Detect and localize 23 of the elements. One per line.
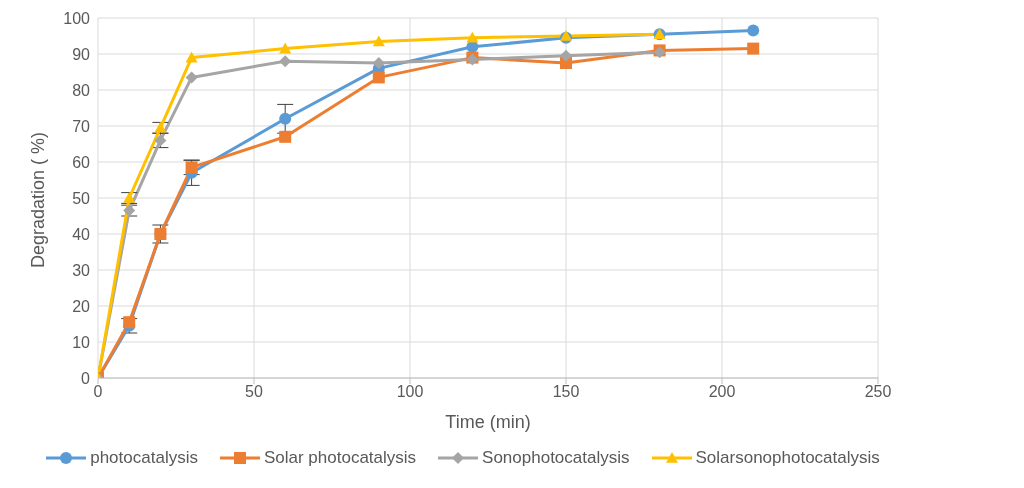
- x-tick-label: 50: [245, 383, 263, 401]
- y-tick-label: 50: [72, 189, 91, 207]
- y-tick-label: 60: [72, 153, 91, 171]
- y-tick-label: 20: [72, 297, 91, 315]
- x-tick-label: 200: [708, 383, 736, 401]
- legend-label: Solar photocatalysis: [263, 448, 417, 468]
- x-axis-title: Time (min): [445, 412, 531, 432]
- legend-label: Sonophotocatalysis: [482, 448, 630, 468]
- y-tick-label: 70: [72, 117, 91, 135]
- y-axis-title: Degradation ( %): [28, 131, 49, 268]
- x-tick-label: 0: [93, 383, 103, 401]
- y-tick-label: 10: [72, 333, 91, 351]
- y-tick-label: 90: [72, 45, 91, 63]
- y-tick-label: 30: [72, 261, 91, 279]
- y-tick-label: 100: [63, 9, 91, 27]
- x-tick-label: 250: [864, 383, 892, 401]
- y-tick-label: 0: [81, 369, 91, 387]
- y-tick-label: 40: [72, 225, 91, 243]
- x-tick-label: 100: [396, 383, 424, 401]
- legend-label: Solarsonophotocatalysis: [695, 448, 880, 468]
- y-tick-label: 80: [72, 81, 91, 99]
- legend-label: photocatalysis: [90, 448, 198, 468]
- x-tick-label: 150: [552, 383, 580, 401]
